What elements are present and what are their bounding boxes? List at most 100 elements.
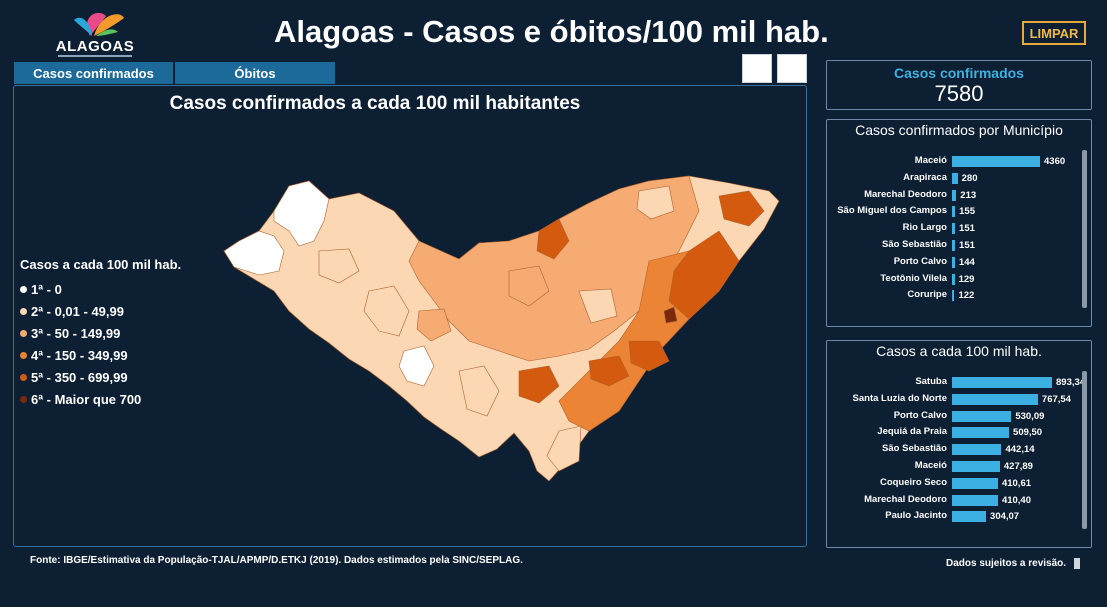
bar[interactable]: [952, 256, 955, 268]
map-legend: Casos a cada 100 mil hab. 1ª - 0 2ª - 0,0…: [20, 257, 181, 410]
bar[interactable]: [952, 239, 956, 251]
municipality-light-1[interactable]: [363, 285, 410, 337]
municipality-dark-4[interactable]: [518, 365, 560, 404]
bar-row[interactable]: Marechal Deodoro 410,40: [827, 492, 1083, 509]
tab-confirmed-cases[interactable]: Casos confirmados: [13, 61, 174, 85]
cases-by-municipality-panel: Casos confirmados por Município Maceió 43…: [826, 119, 1092, 327]
municipality-dark-3[interactable]: [718, 190, 765, 227]
municipality-white-1[interactable]: [273, 180, 330, 247]
bar-row[interactable]: São Miguel dos Campos 155: [827, 203, 1083, 220]
bar-row[interactable]: Santa Luzia do Norte 767,54: [827, 391, 1083, 408]
bar[interactable]: [952, 460, 1000, 472]
legend-title: Casos a cada 100 mil hab.: [20, 257, 182, 272]
legend-dot-icon: [20, 307, 27, 315]
legend-dot-icon: [20, 285, 27, 293]
bar-row[interactable]: São Sebastião 151: [827, 237, 1083, 254]
legend-item[interactable]: 1ª - 0: [20, 278, 181, 300]
tab-deaths[interactable]: Óbitos: [174, 61, 336, 85]
bar[interactable]: [952, 427, 1010, 439]
cases-per-100k-scrollbar[interactable]: [1082, 371, 1087, 529]
legend-label: 2ª - 0,01 - 49,99: [31, 303, 124, 319]
bar-row[interactable]: Arapiraca 280: [827, 170, 1083, 187]
municipality-darkest[interactable]: [663, 306, 678, 324]
clear-button[interactable]: LIMPAR: [1022, 21, 1086, 45]
bar[interactable]: [952, 444, 1002, 456]
bar-row[interactable]: Rio Largo 151: [827, 220, 1083, 237]
bar-row[interactable]: Maceió 427,89: [827, 458, 1083, 475]
bar-row[interactable]: Maceió 4360: [827, 153, 1083, 170]
bar[interactable]: [952, 273, 955, 285]
municipality-dark-6[interactable]: [536, 218, 570, 260]
blank-toggle-button-1[interactable]: [742, 54, 772, 83]
bar-label: Marechal Deodoro: [864, 493, 947, 505]
blank-toggle-button-2[interactable]: [777, 54, 807, 83]
bar-row[interactable]: Satuba 893,34: [827, 374, 1085, 391]
bar[interactable]: [952, 223, 956, 235]
bar-row[interactable]: Marechal Deodoro 213: [827, 187, 1083, 204]
municipality-dark-1[interactable]: [668, 230, 740, 320]
bar-row[interactable]: Teotônio Vilela 129: [827, 271, 1083, 288]
bar-label: Coqueiro Seco: [879, 476, 947, 488]
legend-item[interactable]: 5ª - 350 - 699,99: [20, 366, 181, 388]
bar[interactable]: [952, 156, 1040, 167]
bar-value-label: 151: [959, 239, 975, 251]
alagoas-choropleth-map[interactable]: [219, 171, 789, 491]
bar-label: Santa Luzia do Norte: [852, 392, 947, 404]
legend-dot-icon: [20, 373, 27, 381]
bar-row[interactable]: Porto Calvo 144: [827, 254, 1083, 271]
bar-value-label: 530,09: [1015, 410, 1045, 422]
bar-value-label: 427,89: [1003, 460, 1033, 472]
bar-label: Maceió: [914, 459, 947, 471]
bar-value-label: 442,14: [1005, 444, 1035, 456]
legend-label: 1ª - 0: [31, 281, 62, 297]
legend-item[interactable]: 6ª - Maior que 700: [20, 388, 181, 410]
bar-value-label: 122: [958, 290, 975, 302]
bar[interactable]: [952, 290, 955, 302]
municipality-light-6[interactable]: [318, 248, 360, 284]
bar[interactable]: [952, 377, 1052, 388]
bar-row[interactable]: Coqueiro Seco 410,61: [827, 475, 1083, 492]
disclaimer-text: Dados sujeitos a revisão.: [946, 558, 1067, 569]
municipality-light-5[interactable]: [578, 288, 618, 324]
bar-label: Paulo Jacinto: [885, 510, 947, 522]
bar-row[interactable]: São Sebastião 442,14: [827, 441, 1083, 458]
legend-label: 4ª - 150 - 349,99: [31, 347, 128, 363]
bar-value-label: 151: [959, 223, 975, 235]
legend-item[interactable]: 2ª - 0,01 - 49,99: [20, 300, 181, 322]
bar-row[interactable]: Paulo Jacinto 304,07: [827, 508, 1083, 525]
bar-label: Porto Calvo: [893, 409, 947, 421]
bar[interactable]: [952, 189, 957, 201]
legend-dot-icon: [20, 351, 27, 359]
municipality-white-3[interactable]: [398, 345, 435, 387]
bar-value-label: 144: [958, 256, 975, 268]
bar-value-label: 304,07: [990, 511, 1020, 523]
legend-item[interactable]: 3ª - 50 - 149,99: [20, 322, 181, 344]
bar[interactable]: [952, 494, 998, 506]
municipality-mid-2[interactable]: [416, 308, 452, 342]
bar[interactable]: [952, 393, 1038, 405]
map-panel: Casos confirmados a cada 100 mil habitan…: [13, 85, 807, 547]
municipality-dark-2[interactable]: [628, 340, 670, 372]
legend-item[interactable]: 4ª - 150 - 349,99: [20, 344, 181, 366]
bar-value-label: 213: [960, 189, 977, 201]
municipality-light-4[interactable]: [636, 185, 675, 220]
bar-row[interactable]: Coruripe 122: [827, 287, 1083, 304]
bar[interactable]: [952, 511, 987, 523]
legend-label: 6ª - Maior que 700: [31, 391, 142, 407]
municipality-light-2[interactable]: [458, 365, 500, 417]
kpi-card-confirmed: Casos confirmados 7580: [826, 60, 1092, 110]
cases-by-municipality-scrollbar[interactable]: [1082, 150, 1087, 308]
bar[interactable]: [952, 172, 958, 184]
bar[interactable]: [952, 477, 998, 489]
bar-value-label: 410,61: [1001, 477, 1032, 489]
municipality-mid-1[interactable]: [508, 265, 550, 307]
bar-row[interactable]: Porto Calvo 530,09: [827, 408, 1083, 425]
bar-value-label: 767,54: [1041, 393, 1071, 405]
bar-row[interactable]: Jequiá da Praia 509,50: [827, 424, 1083, 441]
municipality-dark-5[interactable]: [588, 355, 630, 387]
data-source-note: Fonte: IBGE/Estimativa da População-TJAL…: [30, 555, 523, 566]
municipality-light-3[interactable]: [546, 425, 582, 472]
bar[interactable]: [952, 206, 956, 218]
bar[interactable]: [952, 410, 1012, 422]
municipality-white-2[interactable]: [223, 230, 285, 276]
